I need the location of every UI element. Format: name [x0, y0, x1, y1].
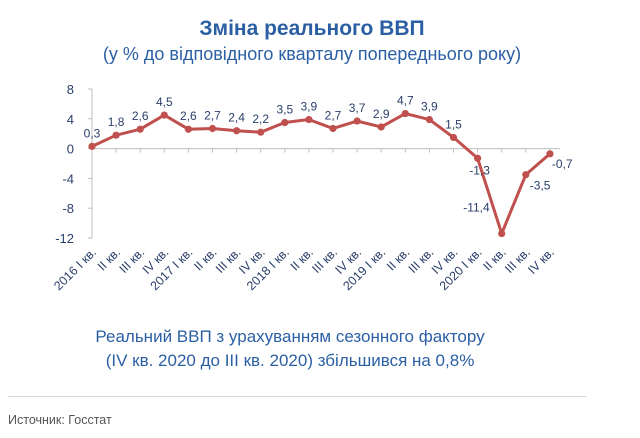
data-point	[401, 109, 409, 118]
data-label: 0,3	[84, 126, 101, 140]
chart: Зміна реального ВВП (у % до відповідного…	[51, 17, 573, 370]
data-label: 3,7	[349, 101, 366, 115]
data-point	[329, 124, 337, 133]
data-label: 2,2	[252, 112, 269, 126]
data-point	[425, 115, 433, 124]
y-tick-label: 0	[67, 142, 74, 157]
data-point	[208, 124, 217, 133]
data-label: 3,9	[301, 100, 318, 114]
chart-subtitle: (у % до відповідного кварталу попередньо…	[103, 44, 521, 64]
data-point	[353, 117, 361, 125]
chart-title: Зміна реального ВВП	[199, 17, 424, 40]
data-label: 2,4	[228, 111, 245, 125]
data-label: 2,6	[180, 109, 197, 123]
data-label: 3,9	[421, 100, 438, 114]
data-label: 4,5	[156, 95, 173, 109]
data-point	[522, 171, 530, 179]
data-point	[449, 133, 458, 142]
y-tick-label: 4	[67, 112, 74, 127]
series-polyline	[91, 112, 551, 236]
x-tick-label: 2016 I кв.	[51, 245, 99, 293]
data-point	[498, 229, 506, 238]
note-line-2: (IV кв. 2020 до III кв. 2020) збільшився…	[106, 351, 475, 370]
data-point	[136, 125, 144, 133]
data-label: 2,9	[373, 107, 390, 121]
data-label: -3,5	[530, 179, 551, 193]
data-labels: 0,3 1,8 2,6 4,5 2,6 2,7 2,4 2,2 3,5 3,9 2,7 3,7 2,9 4…	[84, 94, 573, 215]
y-tick-label: -4	[62, 171, 74, 186]
x-tick-label: IV кв.	[525, 245, 557, 277]
data-point	[377, 123, 385, 131]
divider	[8, 396, 586, 397]
data-label: -0,7	[552, 157, 573, 171]
data-label: 1,5	[445, 117, 462, 131]
data-point	[474, 154, 482, 162]
data-label: -11,4	[463, 201, 490, 215]
y-tick-label: 8	[67, 82, 74, 97]
note-line-1: Реальний ВВП з урахуванням сезонного фак…	[95, 327, 485, 346]
data-label: 2,7	[204, 108, 221, 122]
data-point	[184, 125, 192, 133]
data-label: 2,7	[325, 108, 342, 122]
data-label: -1,3	[469, 163, 490, 177]
data-point	[160, 111, 168, 119]
data-label: 2,6	[132, 109, 149, 123]
data-point	[281, 118, 289, 127]
data-point	[305, 115, 313, 124]
data-label: 3,5	[276, 103, 293, 117]
series-line	[88, 109, 554, 238]
data-point	[546, 150, 554, 158]
data-point	[112, 131, 120, 139]
data-point	[257, 128, 265, 136]
data-label: 4,7	[397, 94, 414, 108]
y-axis: 8 4 0 -4 -8 -12	[55, 82, 93, 246]
y-tick-label: -8	[62, 201, 74, 216]
source-caption: Источник: Госстат	[8, 413, 112, 427]
data-point	[88, 142, 96, 150]
data-label: 1,8	[108, 115, 125, 129]
data-point	[233, 127, 241, 135]
y-tick-label: -12	[55, 231, 74, 246]
